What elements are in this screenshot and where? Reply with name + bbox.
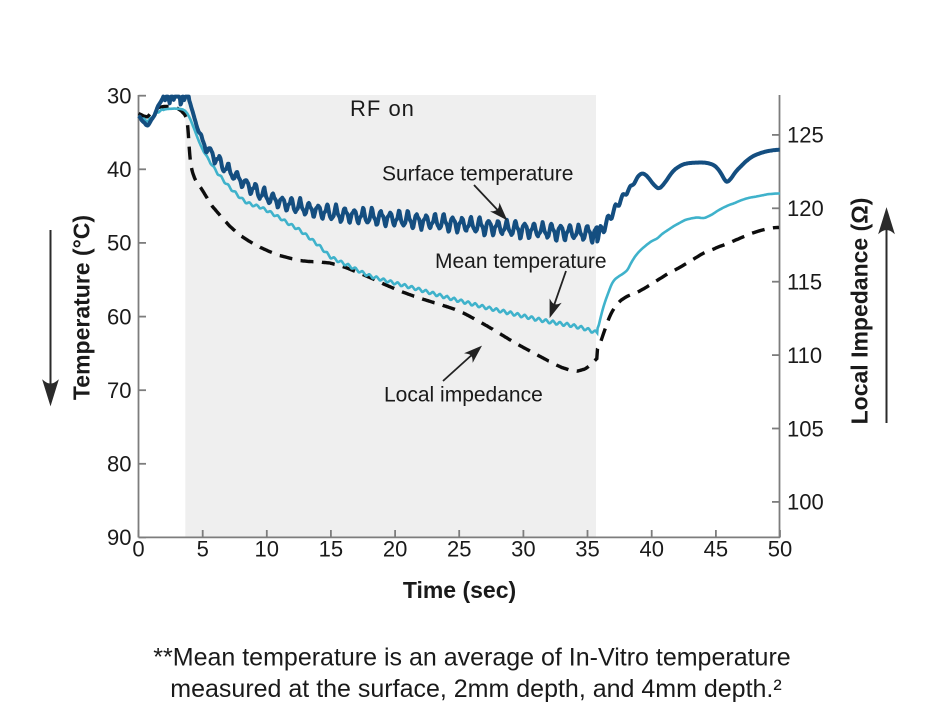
svg-text:35: 35 xyxy=(575,537,599,562)
svg-text:measured at the surface, 2mm d: measured at the surface, 2mm depth, and … xyxy=(170,675,781,703)
svg-text:40: 40 xyxy=(107,157,131,182)
svg-text:Time (sec): Time (sec) xyxy=(403,577,516,603)
svg-text:60: 60 xyxy=(107,304,131,329)
svg-text:70: 70 xyxy=(107,378,131,403)
svg-text:5: 5 xyxy=(197,537,209,562)
svg-text:115: 115 xyxy=(787,270,822,295)
svg-text:Temperature (°C): Temperature (°C) xyxy=(69,215,95,400)
svg-text:Mean temperature: Mean temperature xyxy=(435,250,607,273)
svg-text:100: 100 xyxy=(787,490,824,515)
svg-text:50: 50 xyxy=(107,231,131,256)
svg-text:0: 0 xyxy=(132,537,144,562)
svg-text:30: 30 xyxy=(511,537,535,562)
svg-text:Local Impedance (Ω): Local Impedance (Ω) xyxy=(847,198,873,425)
svg-text:15: 15 xyxy=(319,537,343,562)
svg-text:105: 105 xyxy=(787,416,824,441)
svg-text:Local impedance: Local impedance xyxy=(384,384,543,407)
svg-text:125: 125 xyxy=(787,123,824,148)
svg-text:80: 80 xyxy=(107,452,131,477)
svg-text:20: 20 xyxy=(383,537,407,562)
svg-text:45: 45 xyxy=(704,537,728,562)
svg-text:90: 90 xyxy=(107,525,131,550)
svg-text:10: 10 xyxy=(255,537,279,562)
svg-text:50: 50 xyxy=(768,537,792,562)
svg-text:40: 40 xyxy=(639,537,663,562)
svg-text:110: 110 xyxy=(787,343,822,368)
svg-text:120: 120 xyxy=(787,196,824,221)
svg-text:25: 25 xyxy=(447,537,471,562)
svg-text:30: 30 xyxy=(107,84,131,109)
svg-text:RF on: RF on xyxy=(350,96,415,121)
svg-text:**Mean temperature is an avera: **Mean temperature is an average of In-V… xyxy=(153,644,790,672)
svg-text:Surface temperature: Surface temperature xyxy=(382,163,573,186)
